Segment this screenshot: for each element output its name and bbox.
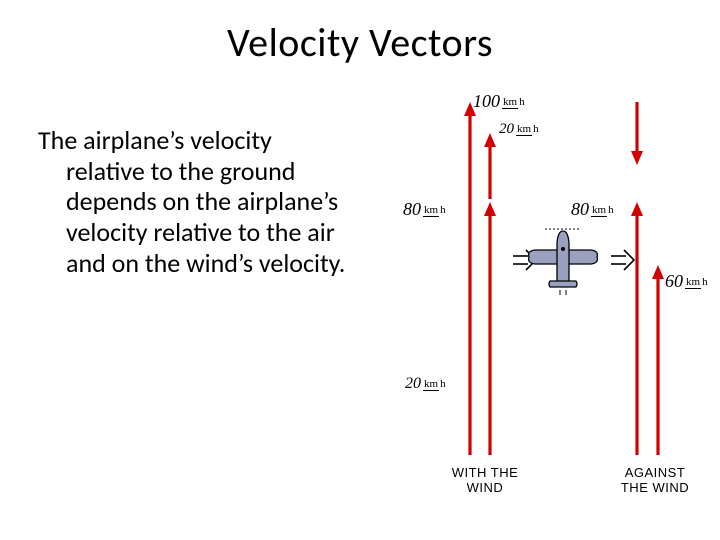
label-60: 60kmh <box>665 271 709 292</box>
implies-right <box>611 250 634 270</box>
slide-title: Velocity Vectors <box>0 18 720 67</box>
vector-diagram: 100kmh 20kmh 80kmh 80kmh 60kmh 20kmh WIT… <box>375 85 705 505</box>
label-80-right: 80kmh <box>571 199 615 220</box>
slide: { "title": "Velocity Vectors", "body": "… <box>0 0 720 540</box>
caption-against-wind: AGAINSTTHE WIND <box>600 465 710 495</box>
label-20-bottom: 20kmh <box>405 375 447 393</box>
diagram-svg <box>375 85 705 505</box>
label-100: 100kmh <box>473 91 526 112</box>
body-paragraph: The airplane’s velocity relative to the … <box>38 125 348 278</box>
slide-body: The airplane’s velocity relative to the … <box>38 125 348 278</box>
label-20-top: 20kmh <box>499 121 540 138</box>
label-80-left: 80kmh <box>403 199 447 220</box>
caption-with-wind: WITH THEWIND <box>430 465 540 495</box>
airplane-icon <box>529 229 598 295</box>
